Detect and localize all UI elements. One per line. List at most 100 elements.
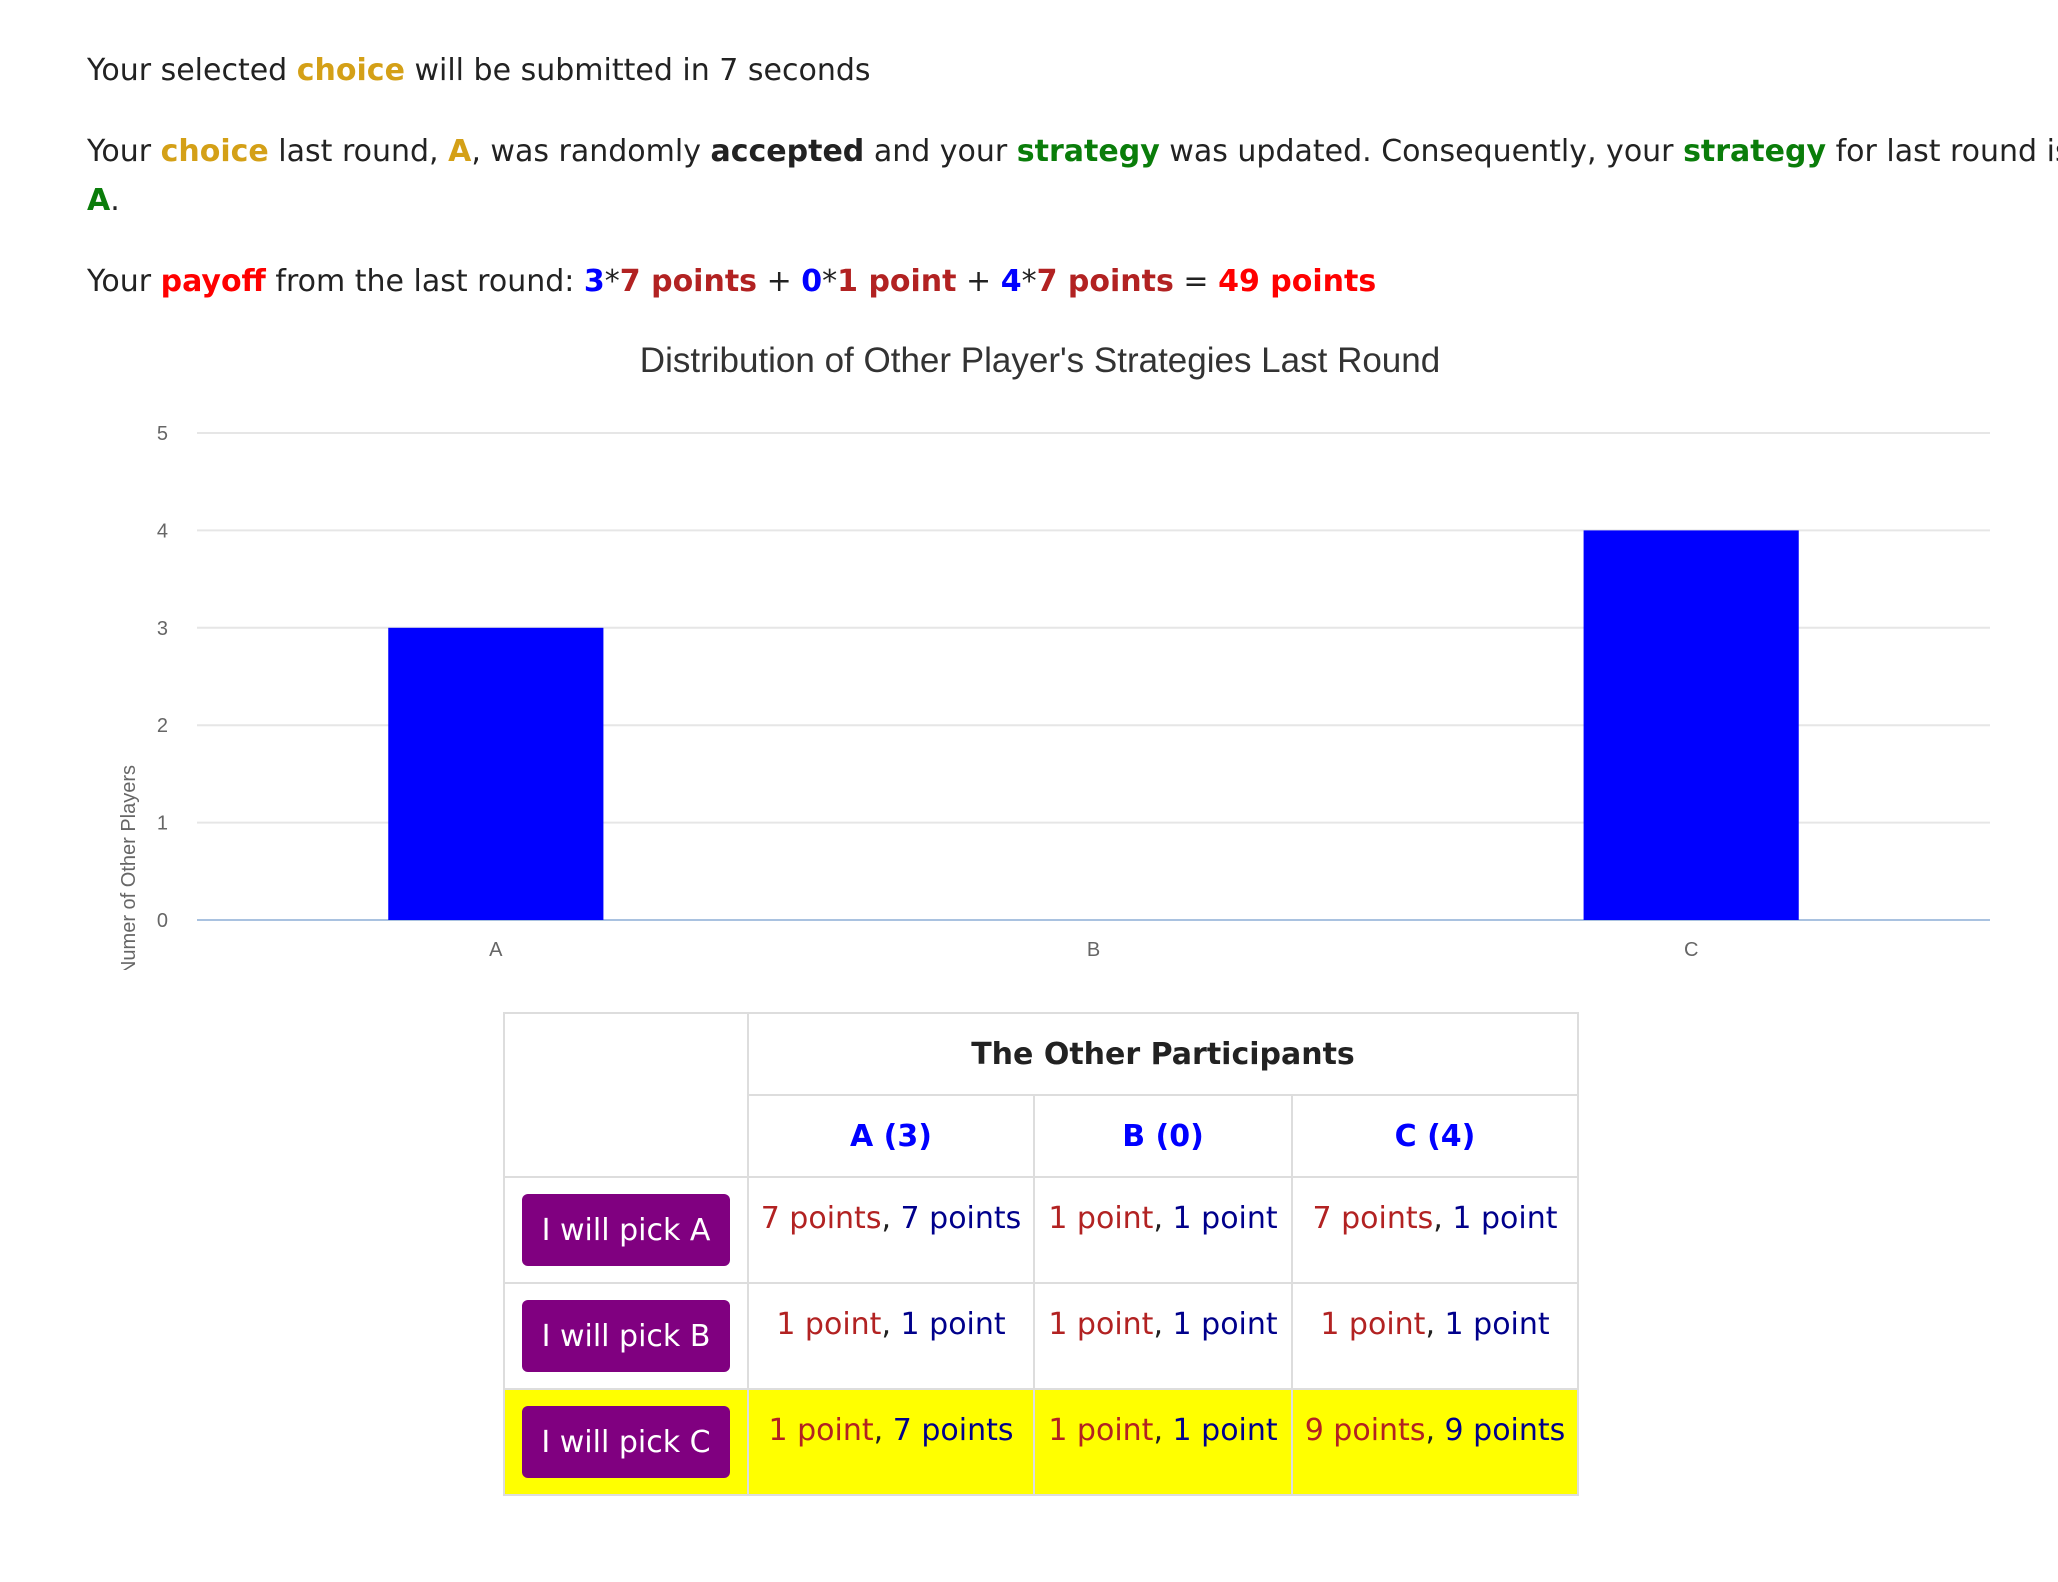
last-round-summary: Your choice last round, A, was randomly … (87, 128, 2058, 176)
pick-a-button[interactable]: I will pick A (522, 1194, 730, 1266)
my-payoff: 1 point (1320, 1306, 1426, 1342)
their-payoff: 1 point (1172, 1306, 1278, 1342)
y-tick-label: 1 (157, 813, 168, 835)
x-tick-label: C (1684, 939, 1698, 961)
y-tick-label: 3 (157, 618, 168, 640)
their-payoff: 9 points (1444, 1412, 1566, 1448)
payoff-operator: + (757, 264, 802, 299)
summary-text: for last round is (1826, 134, 2058, 169)
bar-a (388, 627, 604, 920)
my-payoff: 9 points (1304, 1412, 1426, 1448)
payoff-points-a: 7 points (619, 264, 758, 299)
summary-text: last round, (268, 134, 449, 169)
strategy-value: A (87, 183, 111, 218)
summary-text: was updated. Consequently, your (1159, 134, 1684, 169)
my-payoff: 7 points (1312, 1200, 1434, 1236)
y-axis-label: Numer of Other Players (118, 765, 140, 970)
strategy-distribution-chart: Distribution of Other Player's Strategie… (118, 341, 1990, 970)
separator: , (1425, 1412, 1445, 1448)
last-round-strategy: A. (87, 177, 120, 225)
payoff-operator: * (1021, 264, 1037, 299)
my-payoff: 1 point (1048, 1200, 1154, 1236)
payoff-cell: 1 point, 1 point (1291, 1282, 1579, 1390)
pick-b-button[interactable]: I will pick B (522, 1300, 730, 1372)
y-tick-label: 5 (157, 423, 168, 445)
payoff-points-b: 1 point (837, 264, 957, 299)
table-row: I will pick B 1 point, 1 point 1 point, … (503, 1282, 1579, 1390)
x-tick-label: B (1087, 939, 1100, 961)
separator: , (881, 1200, 901, 1236)
separator: , (873, 1412, 893, 1448)
my-payoff: 1 point (776, 1306, 882, 1342)
payoff-cell: 1 point, 7 points (747, 1388, 1035, 1496)
my-payoff: 1 point (768, 1412, 874, 1448)
separator: , (1153, 1412, 1173, 1448)
payoff-cell: 1 point, 1 point (1033, 1282, 1293, 1390)
chart-bars (388, 530, 1799, 920)
choice-value: A (448, 134, 472, 169)
separator: , (1433, 1200, 1453, 1236)
status-text: Your selected (87, 53, 297, 88)
payoff-operator: = (1173, 264, 1219, 299)
table-row: I will pick A 7 points, 7 points 1 point… (503, 1176, 1579, 1284)
chart-title: Distribution of Other Player's Strategie… (640, 341, 1440, 380)
y-tick-label: 0 (157, 910, 168, 932)
payoff-operator: + (956, 264, 1001, 299)
separator: , (1425, 1306, 1445, 1342)
their-payoff: 1 point (1452, 1200, 1558, 1236)
separator: , (1153, 1200, 1173, 1236)
summary-text: , was randomly (471, 134, 711, 169)
y-axis-ticks: 0 1 2 3 4 5 (157, 423, 168, 932)
x-axis-ticks: A B C (489, 939, 1698, 961)
row-action-cell: I will pick A (503, 1176, 749, 1284)
payoff-cell: 1 point, 1 point (1033, 1388, 1293, 1496)
my-payoff: 7 points (760, 1200, 882, 1236)
strategy-word: strategy (1016, 134, 1160, 169)
pick-c-button[interactable]: I will pick C (522, 1406, 730, 1478)
their-payoff: 1 point (1172, 1200, 1278, 1236)
their-payoff: 1 point (1172, 1412, 1278, 1448)
payoff-count-c: 4 (1000, 264, 1022, 299)
payoff-points-c: 7 points (1036, 264, 1174, 299)
row-action-cell: I will pick C (503, 1388, 749, 1496)
payoff-operator: * (822, 264, 838, 299)
payoff-operator: * (604, 264, 620, 299)
payoff-cell: 7 points, 1 point (1291, 1176, 1579, 1284)
payoff-word: payoff (160, 264, 266, 299)
row-action-cell: I will pick B (503, 1282, 749, 1390)
payoff-summary: Your payoff from the last round: 3*7 poi… (87, 258, 1376, 306)
status-text: will be submitted in 7 seconds (404, 53, 871, 88)
y-tick-label: 2 (157, 715, 168, 737)
column-header-a: A (3) (747, 1094, 1035, 1178)
x-tick-label: A (489, 939, 503, 961)
payoff-count-b: 0 (801, 264, 823, 299)
payoff-cell: 7 points, 7 points (747, 1176, 1035, 1284)
their-payoff: 1 point (900, 1306, 1006, 1342)
other-participants-header: The Other Participants (747, 1012, 1579, 1096)
corner-cell (503, 1012, 749, 1178)
y-tick-label: 4 (157, 520, 168, 542)
their-payoff: 7 points (892, 1412, 1014, 1448)
payoff-count-a: 3 (583, 264, 605, 299)
separator: , (881, 1306, 901, 1342)
submit-countdown: Your selected choice will be submitted i… (87, 47, 871, 95)
payoff-cell: 1 point, 1 point (747, 1282, 1035, 1390)
payoff-matrix: The Other Participants A (3) B (0) C (4)… (503, 1012, 1579, 1496)
payoff-cell: 1 point, 1 point (1033, 1176, 1293, 1284)
payoff-text: Your (87, 264, 161, 299)
choice-word: choice (296, 53, 405, 88)
payoff-total: 49 points (1218, 264, 1377, 299)
summary-text: . (110, 183, 120, 218)
choice-word: choice (160, 134, 269, 169)
their-payoff: 7 points (900, 1200, 1022, 1236)
strategy-word: strategy (1683, 134, 1827, 169)
my-payoff: 1 point (1048, 1306, 1154, 1342)
bar-c (1583, 530, 1799, 920)
payoff-cell: 9 points, 9 points (1291, 1388, 1579, 1496)
table-row-highlighted: I will pick C 1 point, 7 points 1 point,… (503, 1388, 1579, 1496)
accepted-word: accepted (710, 134, 865, 169)
my-payoff: 1 point (1048, 1412, 1154, 1448)
separator: , (1153, 1306, 1173, 1342)
column-header-b: B (0) (1033, 1094, 1293, 1178)
their-payoff: 1 point (1444, 1306, 1550, 1342)
